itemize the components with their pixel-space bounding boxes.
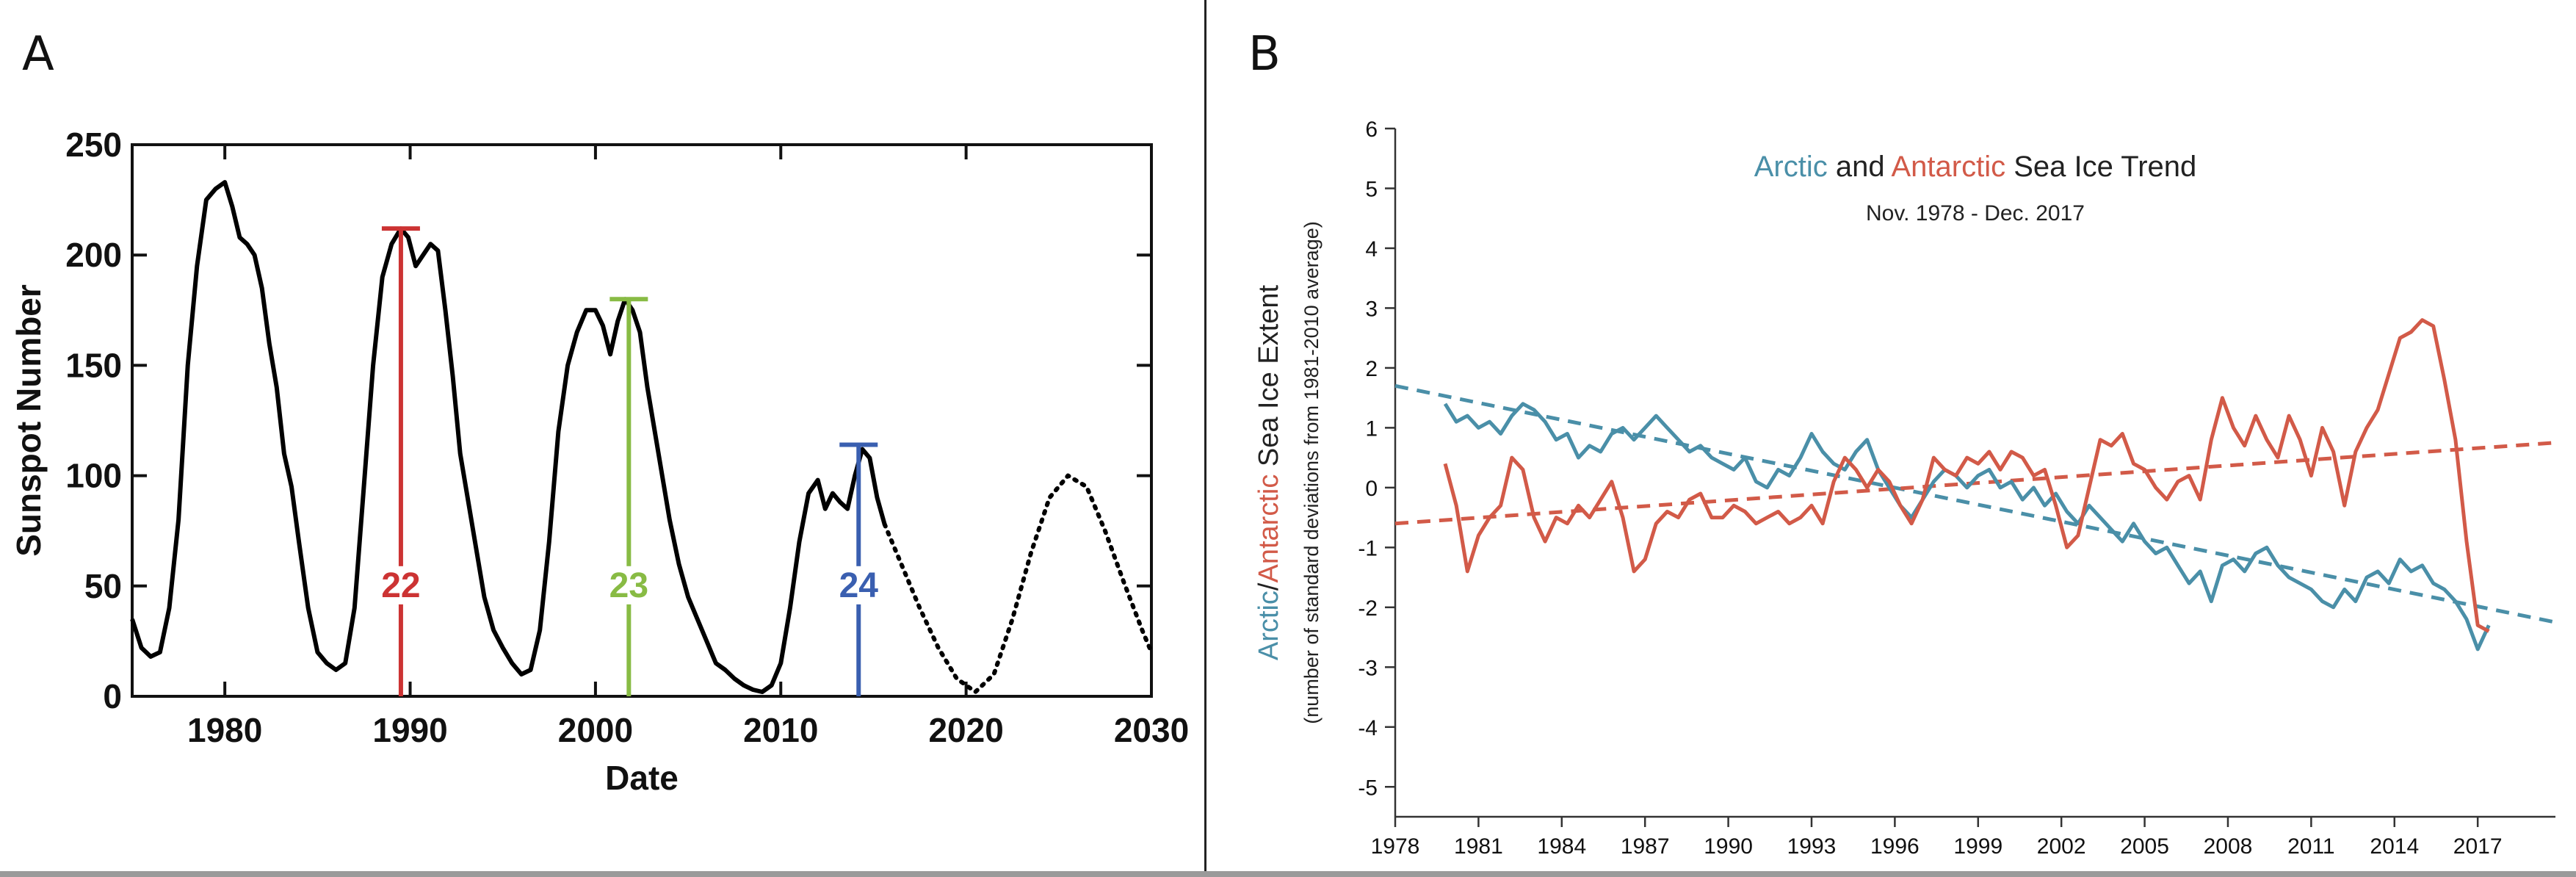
x-tick-label: 2010 (743, 711, 818, 749)
y-axis-label: Sunspot Number (10, 284, 48, 557)
plot-frame (131, 143, 1153, 698)
cycle-label-bg (375, 566, 427, 604)
trend-line (1394, 383, 2556, 624)
chart-subtitle: Nov. 1978 - Dec. 2017 (1866, 201, 2085, 225)
x-tick-label: 2002 (2037, 834, 2086, 859)
title-part: and (1828, 151, 1892, 183)
y-axis-sublabel: (number of standard deviations from 1981… (1300, 221, 1323, 723)
y-tick-label: -1 (1358, 536, 1378, 560)
y-tick-label: 6 (1365, 118, 1378, 142)
sea-ice-chart: -5 -4 -3 -2 -1 0 1 2 3 4 5 6 1978 1981 1984 1987 1990 199… (1253, 118, 2556, 859)
x-tick-label: 1978 (1371, 834, 1420, 859)
y-tick-label: -4 (1358, 716, 1378, 740)
chart-title: Arctic and Antarctic Sea Ice Trend (1754, 151, 2197, 183)
x-tick-label: 2005 (2120, 834, 2169, 859)
x-tick-label: 1996 (1870, 834, 1920, 859)
x-tick-label: 2017 (2453, 834, 2503, 859)
y-tick-label: 250 (65, 126, 122, 164)
y-label-part: Arctic (1253, 591, 1284, 660)
predicted-cycle-line (882, 473, 1154, 694)
x-tick-label: 1984 (1537, 834, 1586, 859)
y-tick-label: 200 (65, 236, 122, 274)
x-tick-label: 1999 (1953, 834, 2002, 859)
x-tick-label: 2000 (558, 711, 633, 749)
y-tick-label: -5 (1358, 776, 1378, 800)
y-tick-label: 4 (1365, 237, 1378, 261)
y-tick-label: 1 (1365, 416, 1378, 441)
x-tick-label: 1981 (1454, 834, 1503, 859)
x-tick-label: 2030 (1114, 711, 1189, 749)
x-tick-label: 1987 (1621, 834, 1670, 859)
y-tick-label: 100 (65, 457, 122, 495)
title-part: Arctic (1754, 151, 1828, 183)
title-part: Sea Ice Trend (2005, 151, 2196, 183)
y-label-part: Sea Ice Extent (1253, 285, 1284, 474)
y-tick-label: -2 (1358, 596, 1378, 621)
x-tick-label: 1990 (372, 711, 447, 749)
y-tick-label: 0 (103, 677, 122, 715)
x-tick-label: 2014 (2370, 834, 2419, 859)
arctic-line (1443, 402, 2491, 652)
x-tick-label: 2008 (2204, 834, 2253, 859)
cycle-label: 24 (839, 566, 879, 605)
y-tick-label: -3 (1358, 656, 1378, 680)
y-label-part: / (1253, 582, 1284, 591)
y-label-part: Antarctic (1253, 474, 1284, 583)
x-tick-label: 1993 (1787, 834, 1837, 859)
cycle-label: 23 (609, 566, 648, 605)
y-tick-label: 50 (84, 567, 122, 605)
y-tick-label: 0 (1365, 477, 1378, 501)
trend-line (1394, 441, 2556, 526)
title-part: Antarctic (1892, 151, 2006, 183)
sunspot-line (130, 180, 887, 694)
panel-a-label: A (22, 27, 54, 82)
sunspot-chart: 1980 1990 2000 2010 2020 2030 0 50 100 150 200 250 D… (10, 126, 1189, 797)
y-tick-label: 5 (1365, 177, 1378, 201)
y-tick-label: 2 (1365, 357, 1378, 381)
x-tick-label: 2011 (2287, 834, 2335, 859)
antarctic-line (1443, 318, 2490, 633)
cycle-label: 22 (381, 566, 420, 605)
cycle-label-bg (603, 566, 655, 604)
y-axis-label: Arctic/Antarctic Sea Ice Extent (1253, 285, 1284, 661)
x-tick-label: 1980 (187, 711, 262, 749)
y-tick-label: 3 (1365, 297, 1378, 321)
panel-b-label: B (1248, 27, 1281, 82)
x-tick-label: 2020 (928, 711, 1003, 749)
x-tick-label: 1990 (1704, 834, 1753, 859)
cycle-label-bg (833, 566, 885, 604)
y-tick-label: 150 (65, 346, 122, 384)
panel-divider (1204, 0, 1206, 877)
x-axis-label: Date (605, 759, 679, 797)
bottom-bar (0, 871, 2576, 877)
